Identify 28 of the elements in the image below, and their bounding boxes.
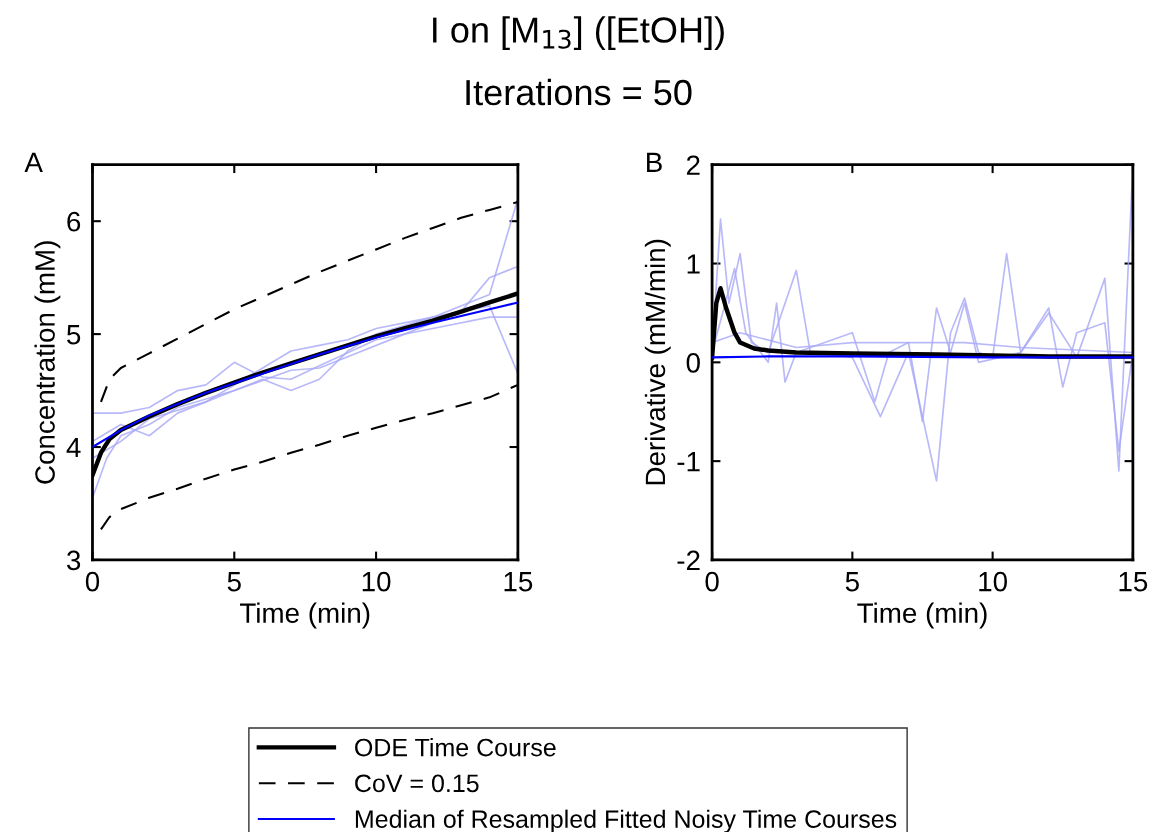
chart-subtitle: Iterations = 50: [466, 78, 692, 106]
y-tick-label: -1: [677, 452, 700, 472]
x-tick-label: 10: [979, 571, 1007, 592]
legend-label: ODE Time Course: [355, 738, 556, 757]
x-tick-label: 5: [845, 572, 859, 592]
x-tick-label: 15: [504, 572, 533, 592]
x-tick-label: 10: [362, 571, 391, 592]
y-tick-label: 2: [686, 155, 700, 175]
y-tick-label: 3: [66, 550, 81, 571]
y-tick-label: 6: [67, 211, 81, 232]
y-tick-label: 0: [686, 353, 700, 373]
y-tick-label: 5: [67, 325, 81, 345]
x-tick-label: 5: [227, 572, 241, 592]
legend-label: CoV = 0.15: [355, 774, 479, 793]
x-axis-title: Time (min): [239, 602, 370, 629]
text: B: [647, 152, 662, 172]
y-tick-label: -2: [677, 550, 700, 570]
x-tick-label: 0: [85, 571, 100, 592]
y-axis-title: Derivative (mM/min): [644, 239, 671, 485]
x-tick-label: 15: [1119, 572, 1148, 592]
chart-title: I on [M$_{13}$] ([EtOH]): [433, 16, 724, 50]
y-tick-label: 4: [66, 437, 81, 458]
x-axis-title: Time (min): [857, 602, 987, 629]
x-tick-label: 0: [705, 571, 719, 592]
legend-label: Median of Resampled Fitted Noisy Time Courses: [355, 809, 897, 832]
text: A: [24, 152, 43, 172]
y-tick-label: 1: [687, 254, 700, 274]
y-axis-title: Concentration (mM): [34, 241, 61, 484]
